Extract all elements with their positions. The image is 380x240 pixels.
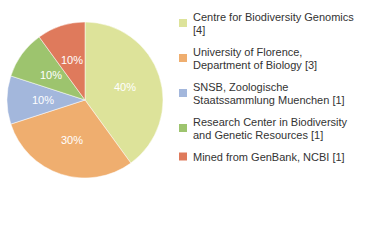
svg-text:University of Florence,: University of Florence, (193, 46, 305, 58)
svg-text:10%: 10% (40, 69, 62, 81)
svg-text:SNSB, Zoologische: SNSB, Zoologische (193, 81, 291, 93)
svg-text:Department of Biology [3]: Department of Biology [3] (193, 59, 317, 71)
svg-text:Centre for Biodiversity Genomi: Centre for Biodiversity Genomics (193, 11, 357, 23)
svg-text:30%: 30% (61, 134, 83, 146)
svg-text:Mined from GenBank, NCBI [1]: Mined from GenBank, NCBI [1] (193, 151, 345, 163)
svg-text:10%: 10% (61, 54, 83, 66)
svg-text:Staatssammlung Muenchen [1]: Staatssammlung Muenchen [1] (193, 94, 345, 106)
svg-text:10%: 10% (32, 94, 54, 106)
svg-text:40%: 40% (114, 81, 136, 93)
svg-text:[4]: [4] (193, 24, 205, 36)
svg-text:and Genetic Resources [1]: and Genetic Resources [1] (193, 129, 323, 141)
svg-text:Research Center in Biodiversit: Research Center in Biodiversity (193, 116, 350, 128)
